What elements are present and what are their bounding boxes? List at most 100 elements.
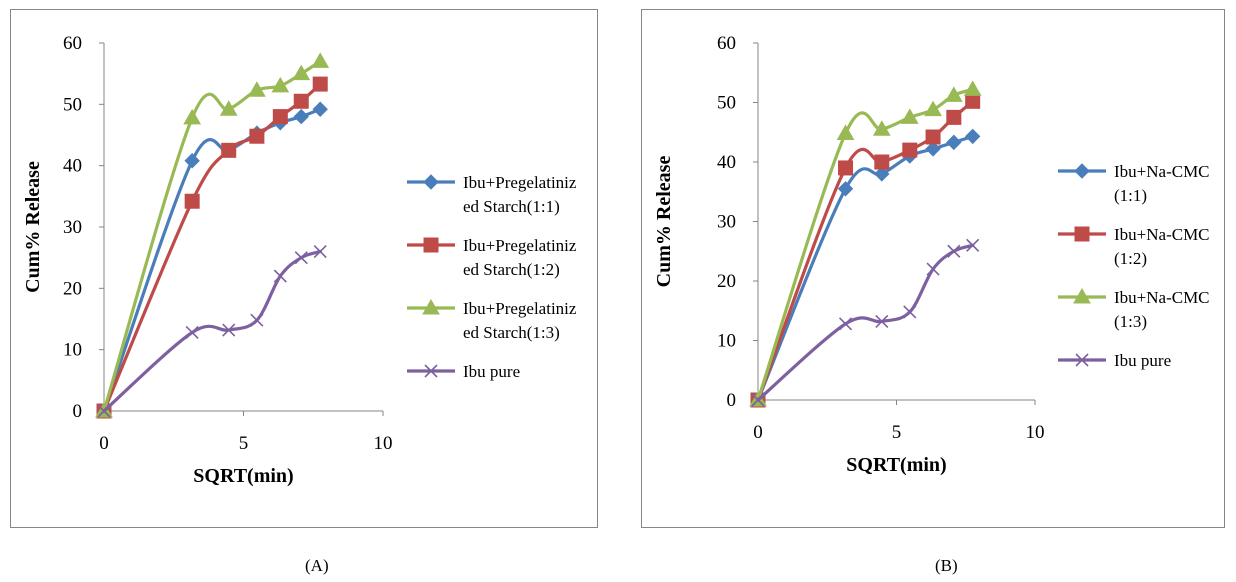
legend-item-1: Ibu+Pregelatiniz ed Starch(1:1)	[407, 173, 577, 216]
y-tick-label: 40	[717, 152, 736, 173]
data-point	[946, 109, 962, 125]
data-point	[250, 313, 264, 327]
legend-marker	[1074, 226, 1090, 242]
series-4	[751, 238, 980, 407]
y-tick-label: 10	[717, 331, 736, 352]
data-point-stroke-b	[97, 404, 111, 418]
legend-label: ed Starch(1:1)	[463, 197, 560, 216]
data-point	[925, 129, 941, 145]
data-point	[836, 124, 855, 140]
data-point	[900, 108, 919, 124]
data-point-stroke-b	[751, 393, 765, 407]
data-point	[837, 181, 854, 197]
data-point	[874, 166, 890, 182]
x-tick-label: 0	[753, 422, 763, 443]
data-point	[966, 238, 980, 252]
data-point	[964, 128, 981, 145]
y-tick-label: 0	[727, 390, 737, 411]
data-point-stroke-b	[185, 325, 199, 340]
data-point-stroke-b	[926, 262, 940, 276]
data-point-stroke-b	[313, 244, 327, 259]
data-point-stroke-b	[875, 314, 889, 329]
data-point	[273, 269, 287, 283]
data-point	[944, 86, 963, 102]
data-point	[946, 134, 962, 151]
legend-label: Ibu+Pregelatiniz	[463, 173, 577, 192]
legend-label: (1:1)	[1114, 186, 1147, 205]
legend-label: ed Starch(1:3)	[463, 323, 560, 342]
legend-marker	[423, 237, 439, 253]
y-tick-label: 30	[717, 212, 736, 233]
x-tick-label: 0	[99, 433, 109, 454]
data-point	[947, 244, 961, 258]
data-point	[925, 141, 941, 157]
data-point-stroke-b	[947, 244, 961, 258]
y-tick-label: 60	[63, 33, 82, 54]
legend-label: Ibu+Pregelatiniz	[463, 299, 577, 318]
y-axis-title: Cum% Release	[22, 161, 44, 293]
legend-item-2: Ibu+Na-CMC (1:2)	[1058, 225, 1210, 268]
series-3	[749, 80, 982, 407]
data-point	[872, 120, 891, 136]
legend-marker	[1075, 353, 1089, 367]
y-tick-label: 40	[63, 156, 82, 177]
legend-label: ed Starch(1:2)	[463, 260, 560, 279]
release-chart-a: 0 10 20 30 40 50 60 0 5 10 SQRT(min) Cum% Release Ib…	[22, 33, 577, 487]
legend-marker	[1074, 163, 1090, 179]
data-point	[221, 142, 237, 158]
data-point	[902, 142, 918, 158]
series-1	[750, 128, 981, 408]
legend-marker-stroke-b	[424, 364, 438, 378]
data-point	[271, 76, 290, 93]
data-point	[311, 52, 330, 68]
data-point	[249, 128, 265, 144]
release-chart-b: 0 10 20 30 40 50 60 0 5 10 SQRT(min) Cum% Release Ib…	[653, 33, 1210, 476]
x-tick-label: 5	[239, 433, 249, 454]
data-point-stroke-b	[903, 305, 917, 319]
y-tick-label: 20	[717, 271, 736, 292]
y-tick-label: 20	[63, 278, 82, 299]
caption-a: (A)	[305, 556, 329, 575]
data-point	[184, 153, 200, 169]
data-point	[185, 325, 199, 340]
data-point	[272, 109, 288, 125]
x-tick-label: 10	[374, 433, 393, 454]
x-tick-label: 10	[1026, 422, 1045, 443]
data-point	[926, 262, 940, 276]
legend-item-2: Ibu+Pregelatiniz ed Starch(1:2)	[407, 236, 577, 279]
data-point	[903, 305, 917, 319]
data-point	[838, 317, 853, 331]
y-tick-label: 10	[63, 340, 82, 361]
legend-item-1: Ibu+Na-CMC (1:1)	[1058, 162, 1210, 205]
legend-marker	[423, 174, 439, 190]
legend-label: Ibu+Pregelatiniz	[463, 236, 577, 255]
data-point	[874, 154, 890, 170]
y-tick-label: 50	[717, 93, 736, 114]
series-1	[96, 101, 328, 419]
x-axis-title: SQRT(min)	[846, 454, 946, 476]
series-line	[756, 134, 975, 402]
legend-label: Ibu pure	[1114, 351, 1171, 370]
legend-marker-stroke-b	[1075, 353, 1089, 367]
series-3	[95, 52, 330, 418]
data-point	[292, 64, 311, 81]
data-point	[312, 101, 328, 117]
legend-marker	[422, 298, 440, 315]
data-point	[751, 393, 765, 407]
data-point	[183, 108, 202, 125]
data-point	[248, 81, 266, 97]
series-2	[96, 76, 328, 419]
y-tick-label: 50	[63, 94, 82, 115]
data-point	[875, 314, 889, 329]
legend-label: Ibu+Na-CMC	[1114, 288, 1210, 307]
y-tick-label: 30	[63, 217, 82, 238]
data-point	[963, 80, 982, 96]
legend-item-4: Ibu pure	[407, 362, 520, 381]
series-line	[102, 82, 322, 413]
series-line	[102, 107, 322, 413]
x-axis-title: SQRT(min)	[193, 465, 293, 487]
legend-label: Ibu+Na-CMC	[1114, 162, 1210, 181]
chart-panel-a: 0 10 20 30 40 50 60 0 5 10 SQRT(min) Cum% Release Ib…	[10, 9, 598, 528]
x-tick-label: 5	[892, 422, 902, 443]
data-point	[97, 404, 111, 418]
